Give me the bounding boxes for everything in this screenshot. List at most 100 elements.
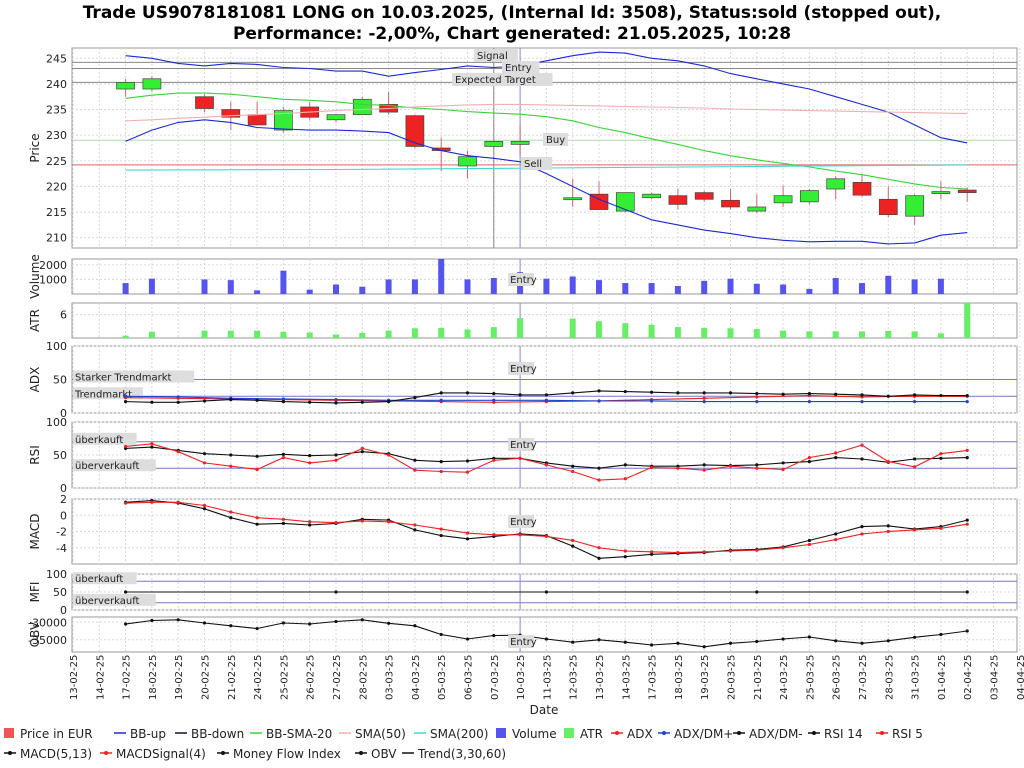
adx-y-tick-label: 0 — [60, 407, 67, 420]
x-tick-label: 10-03-25 — [516, 655, 527, 700]
candle-body — [458, 156, 477, 167]
atr-bar — [385, 330, 392, 338]
rsi-point — [439, 460, 443, 464]
macd-point — [886, 529, 890, 534]
x-tick-label: 19-03-25 — [700, 655, 711, 700]
atr-bar — [753, 329, 760, 338]
macd-y-tick-label: 0 — [60, 509, 67, 522]
x-tick-label: 24-02-25 — [253, 655, 264, 700]
rsi-point — [281, 456, 285, 460]
rsi-point — [571, 469, 575, 474]
adx-level-label-box — [73, 370, 195, 383]
legend-item: ADX/DM+ — [658, 727, 733, 741]
candle-body — [642, 193, 661, 199]
x-tick-label: 14-03-25 — [621, 655, 632, 700]
rsi-point — [597, 478, 601, 482]
legend-item: MACDSignal(4) — [100, 747, 206, 761]
x-tick-label: 18-02-25 — [148, 655, 159, 700]
obv-panel-frame — [71, 616, 1018, 653]
volume-bar — [438, 259, 445, 294]
atr-bar — [201, 330, 208, 338]
candle-body — [221, 109, 241, 118]
macd-point — [465, 531, 470, 535]
obv-point — [913, 635, 917, 639]
legend-item: Trend(3,30,60) — [402, 747, 506, 761]
adx-point — [965, 400, 969, 404]
atr-bar — [937, 333, 944, 338]
x-tick-label: 21-03-25 — [753, 655, 764, 700]
mfi-point — [544, 590, 549, 594]
obv-point — [807, 635, 812, 639]
atr-y-tick-label: 6 — [60, 309, 67, 322]
atr-bar — [464, 329, 471, 338]
rsi-level-label: überverkauft — [75, 461, 140, 472]
rsi-point — [886, 460, 890, 464]
volume-bar — [885, 275, 892, 294]
adx-entry-label-box — [508, 362, 535, 375]
atr-bar — [569, 318, 576, 338]
price-y-tick-label: 210 — [46, 232, 67, 245]
obv-point — [623, 640, 627, 644]
rsi-point — [518, 456, 522, 460]
legend-swatch-dot — [221, 751, 225, 755]
obv-point — [229, 624, 233, 628]
rsi-point — [308, 454, 312, 458]
price-level-label-box — [543, 133, 568, 146]
adx-point — [413, 395, 417, 400]
atr-bar — [596, 321, 602, 338]
legend-item: ATR — [564, 727, 603, 741]
chart-title-line-2: Performance: -2,00%, Chart generated: 21… — [232, 24, 792, 44]
volume-bar — [753, 283, 760, 294]
macd-y-tick-label: -4 — [56, 542, 67, 555]
rsi-y-tick-label: 0 — [60, 482, 67, 495]
legend-item: Volume — [496, 727, 557, 741]
macd-point — [623, 555, 627, 559]
macd-point — [807, 538, 812, 543]
candle-body — [826, 178, 846, 190]
macd-point — [413, 528, 417, 532]
atr-bar — [411, 328, 418, 338]
rsi-point — [965, 456, 969, 460]
rsi-point — [150, 442, 154, 446]
obv-point — [886, 639, 890, 643]
adx-point — [439, 398, 443, 402]
obv-point — [939, 632, 943, 637]
macd-point — [623, 549, 627, 553]
price-level-label-box — [502, 61, 540, 74]
x-tick-label: 12-03-25 — [569, 655, 580, 700]
macd-point — [255, 516, 259, 520]
legend-label: BB-up — [130, 727, 166, 741]
adx-point — [202, 399, 207, 403]
adx-point — [281, 400, 285, 404]
atr-bar — [227, 330, 234, 338]
macd-point — [255, 522, 259, 526]
legend-swatch — [496, 728, 506, 738]
volume-y-axis-label: Volume — [28, 254, 42, 299]
volume-bar — [148, 278, 155, 294]
rsi-point — [834, 456, 838, 460]
adx-point — [965, 393, 969, 398]
macd-point — [518, 533, 522, 537]
rsi-point — [255, 454, 259, 458]
rsi-point — [965, 448, 969, 452]
legend-swatch-dot — [662, 731, 666, 735]
adx-y-axis-label: ADX — [28, 367, 42, 393]
adx-point — [176, 395, 180, 399]
macd-point — [229, 510, 233, 514]
x-tick-label: 18-03-25 — [674, 655, 685, 700]
price-y-tick-label: 245 — [46, 52, 67, 65]
adx-point — [124, 400, 128, 404]
macd-point — [965, 522, 969, 526]
obv-point — [281, 621, 285, 625]
volume-bar — [333, 284, 339, 294]
adx-point — [360, 400, 364, 404]
adx-point — [807, 391, 812, 396]
rsi-point — [360, 446, 364, 450]
rsi-y-tick-label: 50 — [53, 449, 67, 462]
candle-body — [274, 110, 293, 131]
candle-body — [694, 192, 714, 200]
rsi-point — [439, 469, 443, 474]
x-tick-label: 01-04-25 — [937, 655, 948, 700]
adx-point — [255, 398, 259, 402]
